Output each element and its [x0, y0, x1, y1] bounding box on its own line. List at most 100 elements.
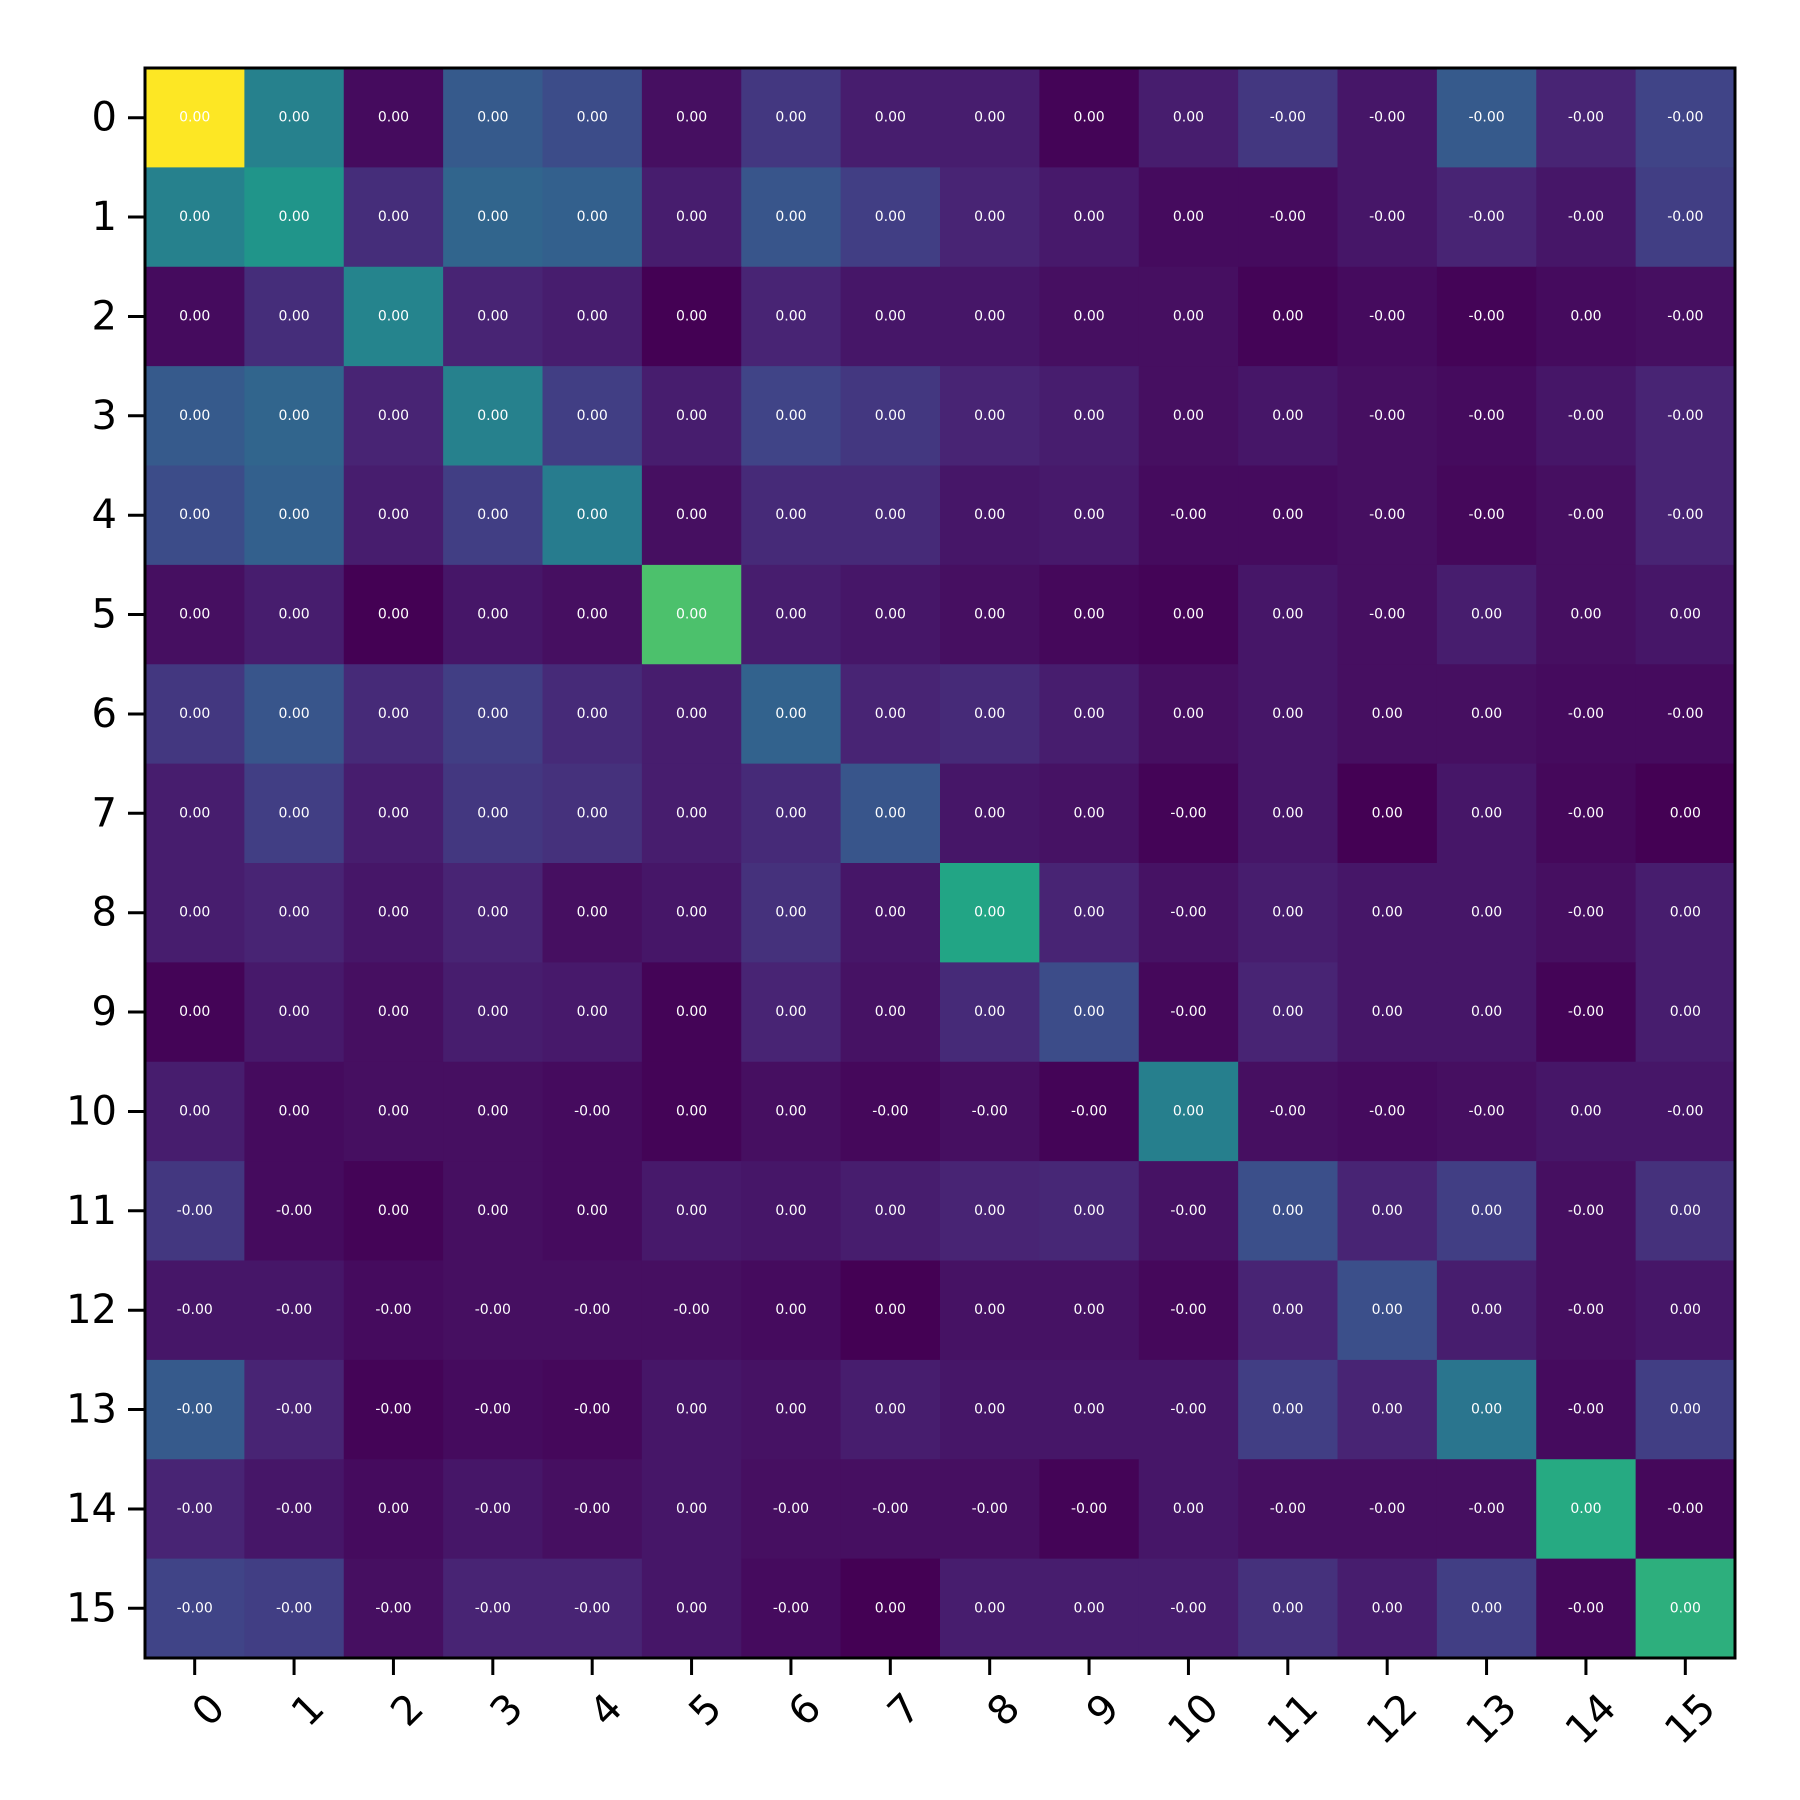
heatmap-cell-label-10-7: -0.00: [872, 1103, 908, 1119]
y-tick-label-7: 7: [92, 790, 117, 836]
heatmap-cell-label-15-8: 0.00: [974, 1600, 1005, 1616]
heatmap-cell-6-7: [840, 664, 941, 765]
heatmap-cells: [145, 68, 1736, 1659]
heatmap-cell-13-4: [542, 1359, 643, 1460]
heatmap-cell-13-14: [1536, 1359, 1637, 1460]
heatmap-cell-label-14-13: -0.00: [1468, 1501, 1504, 1517]
heatmap-cell-6-15: [1635, 664, 1736, 765]
heatmap-cell-1-5: [641, 167, 742, 268]
heatmap-cell-4-3: [443, 465, 544, 566]
heatmap-cell-label-7-2: 0.00: [378, 805, 409, 821]
heatmap-cell-9-10: [1138, 962, 1239, 1063]
heatmap-cell-label-0-9: 0.00: [1073, 110, 1104, 126]
heatmap-cell-label-13-3: -0.00: [475, 1402, 511, 1418]
heatmap-cell-label-6-11: 0.00: [1272, 706, 1303, 722]
heatmap-cell-12-3: [443, 1260, 544, 1361]
heatmap-cell-8-3: [443, 863, 544, 963]
heatmap-cell-1-6: [741, 167, 842, 268]
heatmap-cell-1-14: [1536, 167, 1637, 268]
heatmap-cell-10-13: [1436, 1061, 1537, 1162]
heatmap-cell-label-4-3: 0.00: [477, 507, 508, 523]
heatmap-cell-14-10: [1138, 1459, 1239, 1560]
heatmap-cell-label-8-1: 0.00: [278, 905, 309, 921]
heatmap-cell-label-9-8: 0.00: [974, 1004, 1005, 1020]
heatmap-cell-6-9: [1039, 664, 1140, 765]
heatmap-cell-14-12: [1337, 1459, 1438, 1560]
heatmap-cell-label-3-5: 0.00: [676, 408, 707, 424]
heatmap-cell-label-10-4: -0.00: [574, 1103, 610, 1119]
heatmap-cell-1-12: [1337, 167, 1438, 268]
heatmap-cell-label-10-12: -0.00: [1369, 1103, 1405, 1119]
heatmap-cell-label-5-10: 0.00: [1173, 607, 1204, 623]
heatmap-cell-label-2-7: 0.00: [875, 308, 906, 324]
heatmap-cell-6-1: [244, 664, 345, 765]
heatmap-cell-3-10: [1138, 366, 1239, 467]
heatmap-cell-8-13: [1436, 863, 1537, 963]
heatmap-cell-2-13: [1436, 266, 1537, 367]
heatmap-cell-15-12: [1337, 1558, 1438, 1659]
heatmap-cell-15-3: [443, 1558, 544, 1659]
heatmap-cell-label-8-2: 0.00: [378, 905, 409, 921]
heatmap-cell-label-11-2: 0.00: [378, 1203, 409, 1219]
heatmap-cell-label-5-11: 0.00: [1272, 607, 1303, 623]
heatmap-cell-9-5: [641, 962, 742, 1063]
heatmap-cell-label-11-14: -0.00: [1568, 1203, 1604, 1219]
heatmap-cell-label-10-0: 0.00: [179, 1103, 210, 1119]
heatmap-cell-1-2: [343, 167, 444, 268]
heatmap-cell-15-14: [1536, 1558, 1637, 1659]
heatmap-cell-label-1-2: 0.00: [378, 209, 409, 225]
heatmap-cell-13-2: [343, 1359, 444, 1460]
heatmap-cell-label-14-9: -0.00: [1071, 1501, 1107, 1517]
heatmap-cell-9-1: [244, 962, 345, 1063]
heatmap-cell-10-5: [641, 1061, 742, 1162]
heatmap-cell-14-0: [145, 1459, 245, 1560]
heatmap-cell-label-3-15: -0.00: [1667, 408, 1703, 424]
heatmap-cell-label-14-11: -0.00: [1270, 1501, 1306, 1517]
heatmap-cell-14-2: [343, 1459, 444, 1560]
plot-frame: [143, 66, 1737, 1660]
heatmap-cell-label-4-13: -0.00: [1468, 507, 1504, 523]
heatmap-cell-15-5: [641, 1558, 742, 1659]
heatmap-cell-label-13-12: 0.00: [1372, 1402, 1403, 1418]
heatmap-cell-label-8-8: 0.00: [974, 905, 1005, 921]
heatmap-cell-15-9: [1039, 1558, 1140, 1659]
heatmap-cell-label-13-0: -0.00: [177, 1402, 213, 1418]
heatmap-cell-0-10: [1138, 68, 1239, 168]
heatmap-cell-13-1: [244, 1359, 345, 1460]
heatmap-cell-12-12: [1337, 1260, 1438, 1361]
heatmap-cell-label-4-8: 0.00: [974, 507, 1005, 523]
heatmap-cell-label-0-13: -0.00: [1468, 110, 1504, 126]
heatmap-cell-10-4: [542, 1061, 643, 1162]
heatmap-cell-8-2: [343, 863, 444, 963]
y-tick-label-6: 6: [92, 691, 117, 737]
heatmap-cell-label-5-2: 0.00: [378, 607, 409, 623]
heatmap-cell-label-1-10: 0.00: [1173, 209, 1204, 225]
heatmap-cell-2-0: [145, 266, 245, 367]
y-tick-label-13: 13: [66, 1387, 117, 1433]
heatmap-cell-3-0: [145, 366, 245, 467]
heatmap-cell-5-14: [1536, 564, 1637, 665]
y-tick-label-3: 3: [92, 393, 117, 439]
heatmap-cell-label-3-13: -0.00: [1468, 408, 1504, 424]
heatmap-cell-6-11: [1238, 664, 1339, 765]
heatmap-cell-0-14: [1536, 68, 1637, 168]
heatmap-cell-10-8: [940, 1061, 1040, 1162]
heatmap-cell-label-10-14: 0.00: [1570, 1103, 1601, 1119]
heatmap-cell-1-3: [443, 167, 544, 268]
heatmap-cell-label-13-4: -0.00: [574, 1402, 610, 1418]
heatmap-cell-6-3: [443, 664, 544, 765]
heatmap-cell-14-3: [443, 1459, 544, 1560]
heatmap-cell-label-2-11: 0.00: [1272, 308, 1303, 324]
heatmap-cell-label-12-8: 0.00: [974, 1302, 1005, 1318]
heatmap-cell-8-9: [1039, 863, 1140, 963]
heatmap-cell-4-9: [1039, 465, 1140, 566]
heatmap-cell-0-2: [343, 68, 444, 168]
heatmap-cell-10-11: [1238, 1061, 1339, 1162]
heatmap-cell-label-0-10: 0.00: [1173, 110, 1204, 126]
heatmap-cell-label-1-14: -0.00: [1568, 209, 1604, 225]
heatmap-cell-11-13: [1436, 1161, 1537, 1262]
heatmap-cell-7-14: [1536, 763, 1637, 864]
heatmap-cell-8-8: [940, 863, 1040, 963]
heatmap-cell-label-9-0: 0.00: [179, 1004, 210, 1020]
heatmap-cell-4-6: [741, 465, 842, 566]
